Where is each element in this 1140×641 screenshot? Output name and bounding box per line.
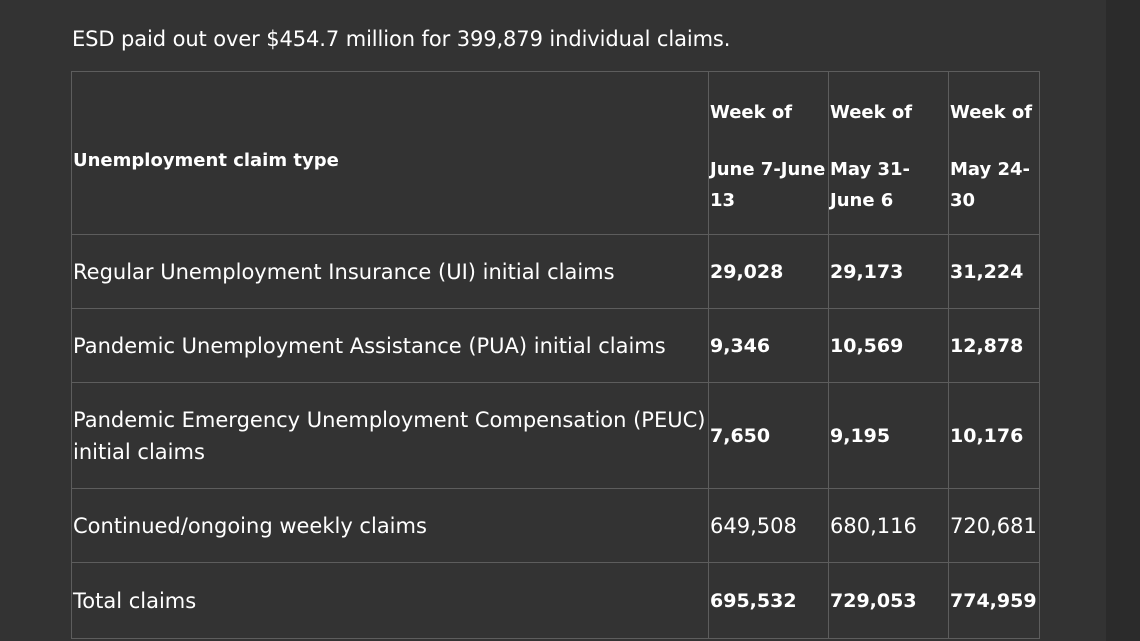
- headline: ESD paid out over $454.7 million for 399…: [72, 27, 731, 51]
- table-row: Continued/ongoing weekly claims 649,508 …: [71, 488, 1040, 563]
- claim-count: 9,346: [708, 308, 829, 383]
- claim-type-label: Pandemic Unemployment Assistance (PUA) i…: [71, 308, 709, 383]
- table-row: Regular Unemployment Insurance (UI) init…: [71, 234, 1040, 309]
- claim-count: 10,176: [948, 382, 1040, 489]
- week-prefix: Week of: [710, 101, 793, 123]
- table-row: Pandemic Emergency Unemployment Compensa…: [71, 382, 1040, 489]
- claim-count: 680,116: [828, 488, 949, 563]
- claim-count-total: 695,532: [708, 562, 829, 639]
- claim-count: 31,224: [948, 234, 1040, 309]
- claim-count: 9,195: [828, 382, 949, 489]
- claim-count: 29,028: [708, 234, 829, 309]
- claim-count: 12,878: [948, 308, 1040, 383]
- column-header-week-2: Week of May 31-June 6: [828, 71, 949, 235]
- claim-type-label: Regular Unemployment Insurance (UI) init…: [71, 234, 709, 309]
- claim-count-total: 774,959: [948, 562, 1040, 639]
- column-header-claim-type: Unemployment claim type: [71, 71, 709, 235]
- claim-count: 29,173: [828, 234, 949, 309]
- column-header-week-1: Week of June 7-June 13: [708, 71, 829, 235]
- claim-count: 7,650: [708, 382, 829, 489]
- claim-type-label: Total claims: [71, 562, 709, 639]
- week-range: May 24-30: [950, 158, 1031, 211]
- claim-count-total: 729,053: [828, 562, 949, 639]
- right-edge-bar: [1106, 0, 1140, 641]
- column-header-week-3: Week of May 24-30: [948, 71, 1040, 235]
- table-row: Pandemic Unemployment Assistance (PUA) i…: [71, 308, 1040, 383]
- claim-count: 720,681: [948, 488, 1040, 563]
- claim-type-label: Continued/ongoing weekly claims: [71, 488, 709, 563]
- week-range: May 31-June 6: [830, 158, 911, 211]
- week-range: June 7-June 13: [710, 158, 826, 211]
- week-prefix: Week of: [950, 101, 1033, 123]
- table-row-total: Total claims 695,532 729,053 774,959: [71, 562, 1040, 639]
- week-prefix: Week of: [830, 101, 913, 123]
- table-header-row: Unemployment claim type Week of June 7-J…: [71, 71, 1040, 235]
- claim-count: 10,569: [828, 308, 949, 383]
- claim-count: 649,508: [708, 488, 829, 563]
- claims-table: Unemployment claim type Week of June 7-J…: [71, 71, 1040, 639]
- claim-type-label: Pandemic Emergency Unemployment Compensa…: [71, 382, 709, 489]
